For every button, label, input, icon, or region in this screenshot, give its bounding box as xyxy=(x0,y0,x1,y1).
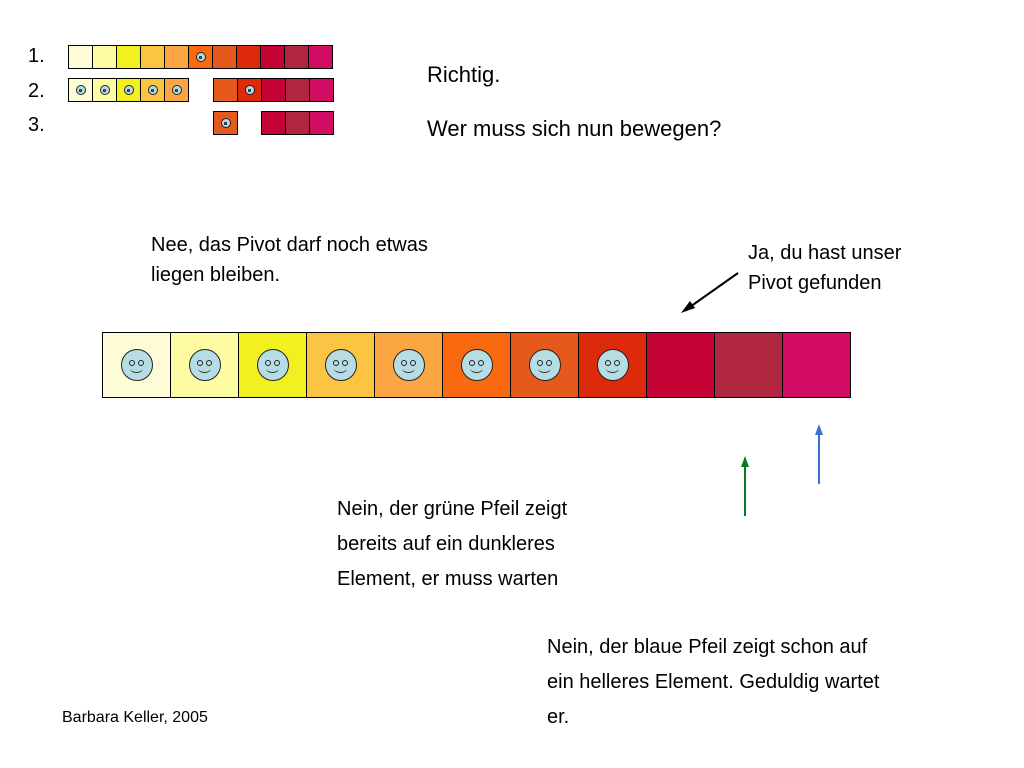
green-arrow-line-2: bereits auf ein dunkleres xyxy=(337,533,555,555)
smiley-icon xyxy=(75,85,86,95)
mini-row-3b xyxy=(261,111,334,135)
green-arrow-line-3: Element, er muss warten xyxy=(337,568,559,590)
green-arrow xyxy=(741,456,749,516)
mini-cell xyxy=(164,78,189,102)
smiley-icon xyxy=(324,349,357,381)
smiley-icon xyxy=(99,85,110,95)
mini-cell xyxy=(260,45,285,69)
mini-cell xyxy=(309,111,334,135)
element-cell xyxy=(646,332,715,398)
mini-row-2b xyxy=(213,78,334,102)
smiley-icon xyxy=(171,85,182,95)
pivot-found-text: Ja, du hast unser Pivot gefunden xyxy=(748,238,901,298)
smiley-icon xyxy=(528,349,561,381)
pivot-pointer-arrow xyxy=(681,272,739,313)
smiley-icon xyxy=(596,349,629,381)
blue-arrow-line-2: ein helleres Element. Geduldig wartet xyxy=(547,671,880,693)
blue-arrow-line-3: er. xyxy=(547,706,570,728)
blue-arrow-text: Nein, der blaue Pfeil zeigt schon auf ei… xyxy=(547,630,879,735)
pivot-found-line-2: Pivot gefunden xyxy=(748,272,882,294)
smiley-icon xyxy=(195,52,206,62)
green-arrow-text: Nein, der grüne Pfeil zeigt bereits auf … xyxy=(337,492,567,597)
element-cell xyxy=(238,332,307,398)
big-element-row xyxy=(102,332,851,398)
smiley-icon xyxy=(256,349,289,381)
element-cell xyxy=(306,332,375,398)
smiley-icon xyxy=(460,349,493,381)
smiley-icon xyxy=(244,85,255,95)
pivot-found-line-1: Ja, du hast unser xyxy=(748,242,902,264)
mini-cell xyxy=(68,78,93,102)
pivot-wait-text: Nee, das Pivot darf noch etwas liegen bl… xyxy=(151,230,428,290)
mini-cell xyxy=(92,78,117,102)
smiley-icon xyxy=(123,85,134,95)
mini-cell xyxy=(237,78,262,102)
mini-cell xyxy=(164,45,189,69)
blue-arrow xyxy=(815,424,823,484)
smiley-icon xyxy=(147,85,158,95)
pivot-wait-line-1: Nee, das Pivot darf noch etwas xyxy=(151,234,428,256)
smiley-icon xyxy=(220,118,231,128)
mini-cell xyxy=(285,111,310,135)
row-label-3: 3. xyxy=(28,114,45,136)
blue-arrow-line-1: Nein, der blaue Pfeil zeigt schon auf xyxy=(547,636,868,658)
mini-cell xyxy=(309,78,334,102)
element-cell xyxy=(510,332,579,398)
pivot-wait-line-2: liegen bleiben. xyxy=(151,264,280,286)
mini-row-1 xyxy=(68,45,333,69)
mini-cell xyxy=(236,45,261,69)
smiley-icon xyxy=(188,349,221,381)
element-cell xyxy=(170,332,239,398)
row-label-2: 2. xyxy=(28,80,45,102)
headline-line-2: Wer muss sich nun bewegen? xyxy=(427,116,722,141)
mini-row-3a xyxy=(213,111,238,135)
mini-cell xyxy=(308,45,333,69)
mini-row-2a xyxy=(68,78,189,102)
mini-cell xyxy=(140,78,165,102)
smiley-icon xyxy=(120,349,153,381)
element-cell xyxy=(782,332,851,398)
smiley-icon xyxy=(392,349,425,381)
green-arrow-line-1: Nein, der grüne Pfeil zeigt xyxy=(337,498,568,520)
mini-cell xyxy=(213,111,238,135)
mini-cell xyxy=(213,78,238,102)
element-cell xyxy=(102,332,171,398)
footer-credit: Barbara Keller, 2005 xyxy=(62,709,208,726)
row-label-1: 1. xyxy=(28,45,45,67)
mini-cell xyxy=(116,45,141,69)
element-cell xyxy=(578,332,647,398)
element-cell xyxy=(442,332,511,398)
headline-line-1: Richtig. xyxy=(427,62,501,87)
mini-cell xyxy=(116,78,141,102)
